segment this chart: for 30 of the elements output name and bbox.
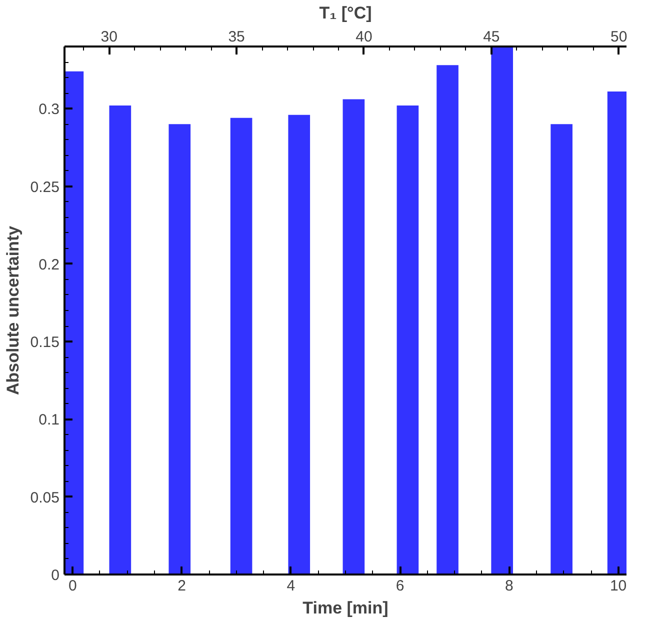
x-tick-label: 4 xyxy=(286,578,296,594)
bar xyxy=(288,114,310,574)
x2-tick-label: 30 xyxy=(100,28,118,46)
y-tick-label: 0.25 xyxy=(30,178,60,196)
y-tick-label: 0.3 xyxy=(38,101,60,118)
x-axis-title: Time [min] xyxy=(302,598,388,618)
bar xyxy=(168,124,191,574)
y-tick-label: 0.15 xyxy=(30,334,60,352)
x-tick-label: 0 xyxy=(68,578,77,594)
bar xyxy=(436,65,458,574)
bar xyxy=(491,46,514,574)
y-tick-label: 0.1 xyxy=(38,412,60,429)
bar xyxy=(396,106,419,574)
y-axis-title: Absolute uncertainty xyxy=(3,225,22,396)
bar xyxy=(342,99,365,574)
x-tick-label: 8 xyxy=(505,578,514,594)
x-tick-label: 2 xyxy=(178,578,186,594)
y-tick-label: 0 xyxy=(51,567,60,584)
x2-axis-title: T₁ [°C] xyxy=(319,4,372,22)
bar xyxy=(109,106,132,574)
x2-tick-label: 40 xyxy=(356,28,372,46)
y-tick-label: 0.2 xyxy=(38,256,60,274)
bar xyxy=(550,124,572,574)
x2-tick-label: 45 xyxy=(483,28,500,46)
x-tick-label: 10 xyxy=(610,578,627,594)
bar xyxy=(230,118,252,574)
y-tick-label: 0.05 xyxy=(30,489,60,506)
x-tick-label: 6 xyxy=(396,578,404,594)
x2-tick-label: 35 xyxy=(228,28,245,46)
x2-tick-label: 50 xyxy=(610,28,628,46)
